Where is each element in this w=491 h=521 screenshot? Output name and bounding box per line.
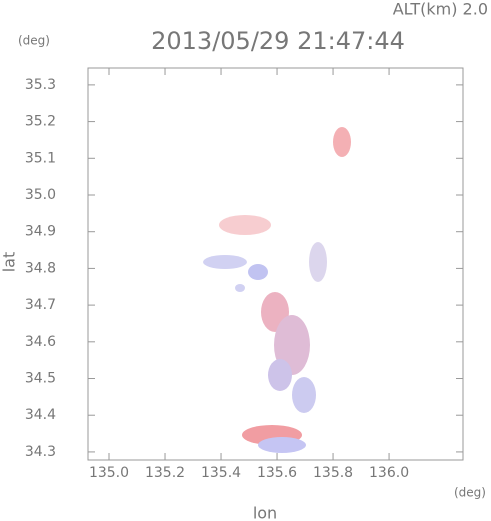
y-tick-label: 34.7 <box>25 297 56 313</box>
x-tick-label: 135.6 <box>257 465 297 481</box>
y-tick-label: 34.9 <box>25 224 56 240</box>
y-tick-label: 35.1 <box>25 150 56 166</box>
altitude-label: ALT(km) 2.0 <box>393 0 488 19</box>
y-tick-label: 35.2 <box>25 114 56 130</box>
x-tick-label: 135.8 <box>313 465 353 481</box>
y-tick-label: 35.0 <box>25 187 56 203</box>
y-axis-label: lat <box>0 252 19 273</box>
y-tick-label: 34.3 <box>25 444 56 460</box>
y-tick-label: 34.8 <box>25 260 56 276</box>
plot-frame <box>87 67 464 461</box>
radar-echoes <box>203 127 351 453</box>
y-tick-label: 35.3 <box>25 77 56 93</box>
x-tick-label: 135.4 <box>201 465 241 481</box>
y-unit: (deg) <box>18 34 50 48</box>
y-tick-label: 34.4 <box>25 407 56 423</box>
x-tick-label: 136.0 <box>369 465 409 481</box>
x-tick-label: 135.2 <box>145 465 185 481</box>
x-unit: (deg) <box>454 486 486 500</box>
y-tick-label: 34.5 <box>25 371 56 387</box>
chart-title: 2013/05/29 21:47:44 <box>151 27 405 55</box>
y-tick-label: 34.6 <box>25 334 56 350</box>
x-tick-label: 135.0 <box>89 465 129 481</box>
x-axis-label: lon <box>253 504 277 521</box>
